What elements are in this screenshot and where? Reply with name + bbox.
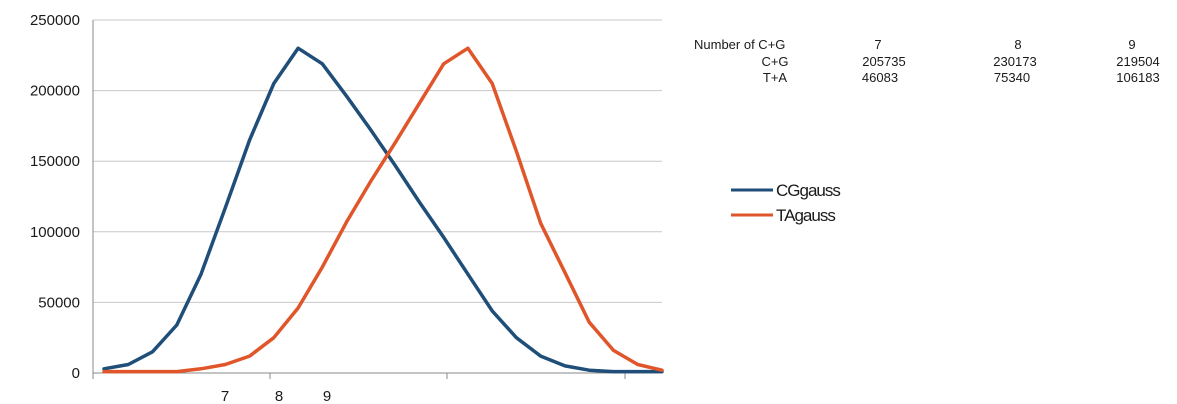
table-cell-ta-8: 75340 [994,70,1030,85]
y-tick-label: 50000 [38,294,80,311]
x-tick-label: 9 [323,388,331,404]
legend-label-tagauss: TAgauss [776,206,835,225]
table-cell-ta-7: 46083 [862,70,898,85]
table-row-label-ta: T+A [763,70,788,85]
table-cell-cg-8: 230173 [993,54,1036,69]
y-tick-label: 0 [72,365,80,382]
y-axis: 0 50000 100000 150000 200000 250000 [30,12,94,382]
series-line-tagauss [102,46,664,374]
series-line-cggauss [102,46,664,374]
legend: CGgauss TAgauss [731,181,841,225]
table-header-col-8: 8 [1014,37,1021,52]
x-axis: 7 8 9 [92,373,626,404]
y-tick-label: 200000 [30,83,80,100]
table-row-label-cg: C+G [761,54,788,69]
table-cell-cg-7: 205735 [862,54,905,69]
data-table: Number of C+G 7 8 9 C+G 205735 230173 21… [694,37,1160,85]
table-cell-ta-9: 106183 [1116,70,1159,85]
y-tick-label: 250000 [30,12,80,29]
y-tick-label: 100000 [30,224,80,241]
table-header-label: Number of C+G [694,37,785,52]
x-tick-label: 7 [221,388,229,404]
y-tick-label: 150000 [30,153,80,170]
series-lines [102,46,664,374]
table-header-col-7: 7 [874,37,881,52]
table-cell-cg-9: 219504 [1116,54,1159,69]
x-tick-label: 8 [275,388,283,404]
legend-label-cggauss: CGgauss [776,181,840,200]
table-header-col-9: 9 [1128,37,1135,52]
